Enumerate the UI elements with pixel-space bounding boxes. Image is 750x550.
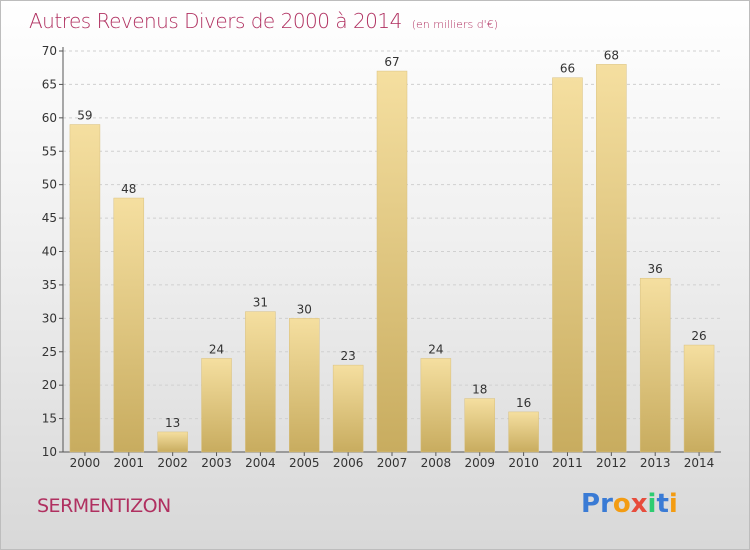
labels: 59 2000 48 2001 13 2002 24 2003 31 2004 30 2005 23 20…	[70, 48, 715, 470]
bar-2000	[69, 124, 101, 453]
chart-subtitle: (en milliers d'€)	[411, 18, 498, 31]
logo-letter: r	[600, 489, 613, 519]
title-text: Autres Revenus Divers de 2000 à 2014	[29, 9, 402, 33]
x-tick-label-2003: 2003	[201, 456, 232, 470]
bar-2010	[508, 411, 539, 453]
value-label-2001: 48	[121, 182, 136, 196]
proxiti-logo: Proxiti	[581, 489, 678, 519]
y-tick-label: 10	[42, 445, 57, 459]
x-tick-label-2005: 2005	[289, 456, 320, 470]
x-tick-label-2014: 2014	[684, 456, 715, 470]
bar-2004	[245, 311, 276, 453]
logo-letter: i	[647, 489, 657, 519]
bar-2005	[289, 318, 320, 453]
logo-letter: i	[668, 489, 678, 519]
bar-2014	[683, 344, 715, 453]
x-tick-label-2007: 2007	[377, 456, 408, 470]
value-label-2011: 66	[560, 62, 575, 76]
y-tick-label: 50	[42, 178, 57, 192]
logo-letter: o	[612, 489, 631, 519]
y-tick-label: 20	[42, 378, 57, 392]
value-label-2009: 18	[472, 383, 487, 397]
bar-2003	[201, 358, 232, 453]
y-tick-label: 40	[42, 245, 57, 259]
bar-2008	[420, 358, 452, 453]
y-tick-label: 65	[42, 77, 57, 91]
logo-letter: P	[581, 489, 601, 519]
y-tick-label: 35	[42, 278, 57, 292]
value-label-2008: 24	[428, 342, 443, 356]
x-tick-label-2010: 2010	[508, 456, 539, 470]
logo-letter: x	[630, 489, 648, 519]
bar-2012	[596, 64, 627, 453]
value-label-2012: 68	[604, 48, 619, 62]
y-tick-label: 30	[42, 311, 57, 325]
x-tick-label-2011: 2011	[552, 456, 583, 470]
bar-2007	[376, 70, 408, 453]
x-tick-label-2002: 2002	[157, 456, 188, 470]
x-tick-label-2000: 2000	[70, 456, 101, 470]
y-tick-label: 70	[42, 44, 57, 58]
value-label-2004: 31	[253, 296, 268, 310]
x-tick-label-2013: 2013	[640, 456, 671, 470]
value-label-2010: 16	[516, 396, 531, 410]
value-label-2014: 26	[691, 329, 706, 343]
value-label-2000: 59	[77, 109, 92, 123]
bar-2013	[639, 277, 671, 453]
x-tick-label-2006: 2006	[333, 456, 364, 470]
value-label-2007: 67	[384, 55, 399, 69]
x-tick-label-2004: 2004	[245, 456, 276, 470]
bar-2001	[113, 197, 145, 453]
value-label-2006: 23	[340, 349, 355, 363]
bar-2009	[464, 398, 495, 453]
bar-2011	[552, 77, 583, 453]
logo-letter: t	[656, 489, 669, 519]
y-tick-label: 45	[42, 211, 57, 225]
value-label-2013: 36	[648, 262, 663, 276]
x-tick-label-2008: 2008	[421, 456, 452, 470]
x-tick-label-2001: 2001	[114, 456, 145, 470]
y-tick-label: 60	[42, 111, 57, 125]
bar-2006	[332, 364, 364, 453]
bars	[69, 64, 715, 453]
bar-2002	[157, 431, 188, 453]
value-label-2002: 13	[165, 416, 180, 430]
commune-name: SERMENTIZON	[37, 495, 171, 517]
value-label-2003: 24	[209, 342, 224, 356]
y-tick-label: 25	[42, 345, 57, 359]
chart-title: Autres Revenus Divers de 2000 à 2014 (en…	[29, 9, 498, 33]
y-tick-label: 55	[42, 144, 57, 158]
value-label-2005: 30	[297, 302, 312, 316]
x-tick-label-2012: 2012	[596, 456, 627, 470]
y-tick-label: 15	[42, 412, 57, 426]
x-tick-label-2009: 2009	[464, 456, 495, 470]
